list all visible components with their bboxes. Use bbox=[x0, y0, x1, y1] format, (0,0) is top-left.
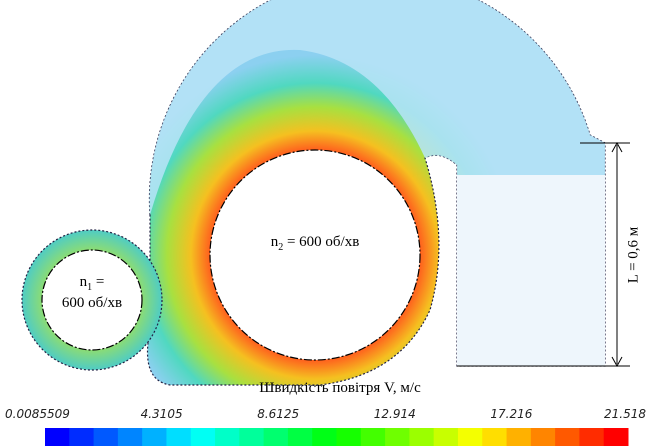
colorbar-title: Швидкість повітря V, м/с bbox=[259, 380, 421, 396]
colorbar-swatch bbox=[239, 428, 264, 446]
colorbar-swatch bbox=[507, 428, 532, 446]
colorbar-swatch bbox=[579, 428, 604, 446]
colorbar-swatch bbox=[288, 428, 313, 446]
colorbar-swatch bbox=[361, 428, 386, 446]
colorbar-swatch bbox=[555, 428, 580, 446]
dimension-label: L = 0,6 м bbox=[625, 226, 641, 283]
colorbar-swatch bbox=[94, 428, 119, 446]
colorbar-swatch bbox=[142, 428, 167, 446]
colorbar-swatch bbox=[69, 428, 94, 446]
rest: = 600 об/хв bbox=[283, 234, 359, 250]
colorbar-swatch bbox=[118, 428, 143, 446]
colorbar-swatch bbox=[458, 428, 483, 446]
colorbar-swatch bbox=[264, 428, 289, 446]
colorbar-swatch bbox=[531, 428, 556, 446]
colorbar-swatch bbox=[409, 428, 434, 446]
colorbar-swatch bbox=[385, 428, 410, 446]
colorbar-swatch bbox=[434, 428, 459, 446]
colorbar-tick-label: 12.914 bbox=[374, 407, 416, 421]
colorbar: 0.0085509 4.3105 8.6125 12.914 17.216 21.518 bbox=[5, 407, 646, 446]
colorbar-swatch bbox=[337, 428, 362, 446]
colorbar-swatch bbox=[482, 428, 507, 446]
colorbar-tick-label: 17.216 bbox=[490, 407, 532, 421]
colorbar-swatch bbox=[45, 428, 70, 446]
housing bbox=[22, 0, 605, 385]
colorbar-swatch bbox=[604, 428, 629, 446]
colorbar-swatch bbox=[166, 428, 191, 446]
rotor-speed: 600 об/хв bbox=[62, 295, 122, 311]
colorbar-tick-label: 8.6125 bbox=[257, 407, 299, 421]
colorbar-tick-label: 0.0085509 bbox=[5, 407, 70, 421]
colorbar-swatch bbox=[191, 428, 216, 446]
colorbar-swatch bbox=[312, 428, 337, 446]
colorbar-tick-label: 4.3105 bbox=[141, 407, 183, 421]
figure: L = 0,6 м n1 = 600 об/хв n2 = 600 об/хв … bbox=[0, 0, 646, 446]
colorbar-swatch bbox=[215, 428, 240, 446]
colorbar-tick-label: 21.518 bbox=[604, 407, 646, 421]
equals: = bbox=[92, 274, 104, 290]
